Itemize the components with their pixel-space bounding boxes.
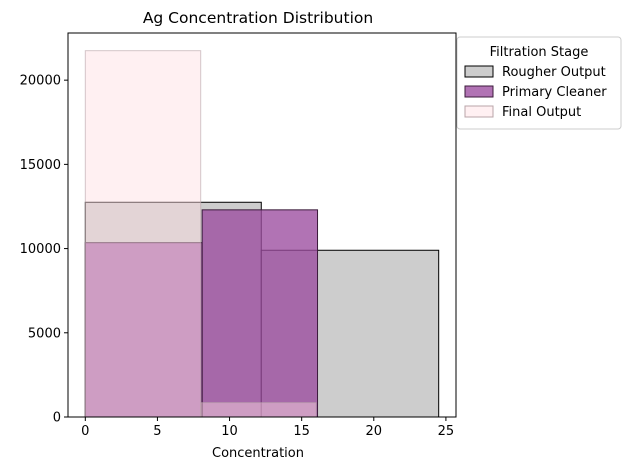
x-tick-label: 10 bbox=[221, 424, 238, 439]
y-tick-label: 5000 bbox=[28, 326, 61, 341]
y-tick-label: 0 bbox=[53, 411, 61, 426]
y-axis: 0 5000 10000 15000 20000 bbox=[20, 74, 68, 426]
x-axis-label: Concentration bbox=[212, 446, 304, 461]
y-tick-label: 10000 bbox=[20, 242, 61, 257]
x-tick-label: 25 bbox=[438, 424, 455, 439]
bars-layer bbox=[84, 50, 440, 418]
x-axis: 0 5 10 15 20 25 bbox=[81, 417, 454, 439]
x-tick-label: 0 bbox=[81, 424, 89, 439]
legend-label: Primary Cleaner bbox=[502, 85, 607, 100]
bar-final-output-1 bbox=[200, 402, 317, 418]
legend-box bbox=[456, 36, 622, 130]
chart-title: Ag Concentration Distribution bbox=[143, 9, 373, 27]
y-tick-label: 15000 bbox=[20, 158, 61, 173]
legend-label: Rougher Output bbox=[502, 65, 606, 80]
legend-swatch bbox=[464, 65, 494, 78]
x-tick-label: 15 bbox=[293, 424, 310, 439]
legend-title: Filtration Stage bbox=[490, 45, 589, 60]
legend-swatch bbox=[464, 85, 494, 98]
bar-final-output-0 bbox=[84, 50, 202, 418]
bar-primary-cleaner-0 bbox=[84, 242, 203, 418]
plot-frame bbox=[67, 32, 457, 418]
legend: Filtration Stage Rougher Output Primary C… bbox=[456, 36, 622, 130]
y-tick-label: 20000 bbox=[20, 74, 61, 89]
x-tick-label: 20 bbox=[366, 424, 383, 439]
bar-primary-cleaner-1 bbox=[201, 209, 319, 418]
x-tick-label: 5 bbox=[153, 424, 161, 439]
legend-label: Final Output bbox=[502, 105, 581, 120]
legend-swatch bbox=[464, 105, 494, 118]
legend-items: Rougher Output Primary Cleaner Final Outpu… bbox=[464, 65, 607, 120]
